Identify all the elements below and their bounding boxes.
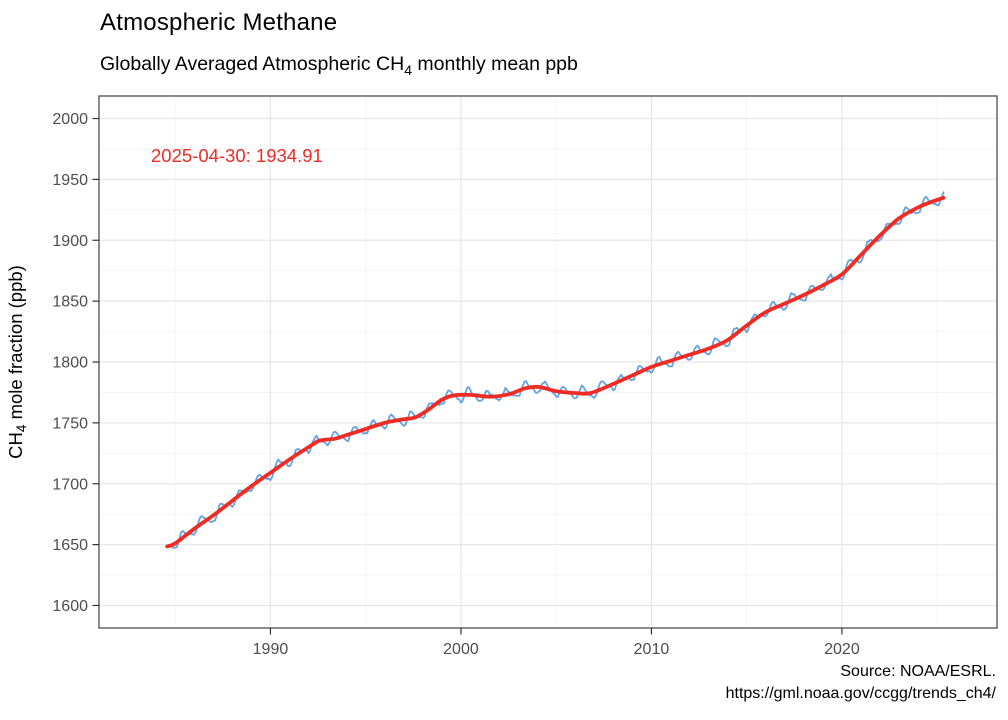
y-tick-label: 2000 [52,111,88,128]
chart-title: Atmospheric Methane [100,9,338,36]
y-axis-title: CH4 mole fraction (ppb) [5,265,29,459]
y-tick-label: 1600 [52,598,88,615]
caption-source-line: Source: NOAA/ESRL. [840,663,996,680]
y-tick-label: 1750 [52,415,88,432]
series-layer [165,191,946,549]
caption-url-line: https://gml.noaa.gov/ccgg/trends_ch4/ [725,685,996,702]
x-tick-label: 1990 [253,641,289,658]
last-value-annotation: 2025-04-30: 1934.91 [151,145,323,166]
y-tick-label: 1900 [52,233,88,250]
gridlines-major [99,96,997,628]
y-tick-label: 1800 [52,355,88,372]
trend-line [165,195,946,549]
x-tick-label: 2010 [634,641,670,658]
y-tick-label: 1950 [52,172,88,189]
y-tick-label: 1850 [52,294,88,311]
axis-ticks [92,117,843,635]
subtitle-subscript: 4 [404,61,413,78]
chart-subtitle: Globally Averaged Atmospheric CH4 monthl… [100,53,578,78]
y-tick-label: 1650 [52,537,88,554]
monthly-mean-line [166,191,945,549]
axis-tick-labels: 2000 1950 1900 1850 1800 1750 1700 1650 1600 1990… [52,111,859,658]
y-tick-label: 1700 [52,476,88,493]
source-caption: Source: NOAA/ESRL. https://gml.noaa.gov/… [726,661,996,705]
subtitle-text-1: Globally Averaged Atmospheric CH [100,53,405,75]
x-tick-label: 2000 [443,641,479,658]
x-tick-label: 2020 [824,641,860,658]
subtitle-text-2: monthly mean ppb [412,53,578,75]
